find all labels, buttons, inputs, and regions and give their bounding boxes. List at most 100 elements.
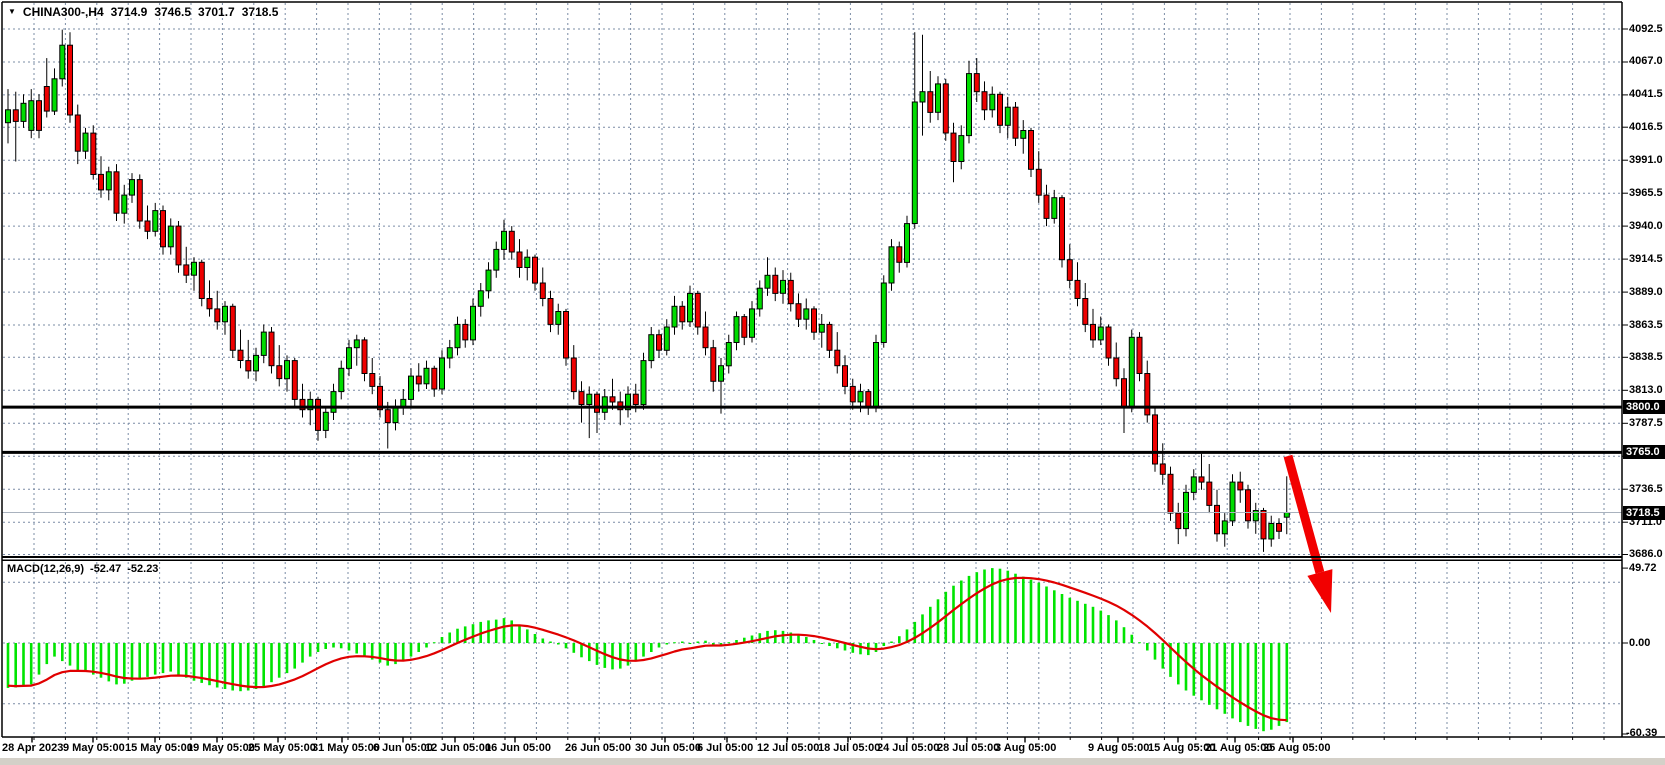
macd-histogram-bar bbox=[6, 643, 10, 688]
macd-histogram-bar bbox=[805, 637, 808, 643]
candle-body bbox=[656, 334, 662, 351]
candle-body bbox=[888, 246, 895, 284]
candle-body bbox=[609, 396, 616, 403]
chart-title: ▼ CHINA300-,H4 3714.9 3746.5 3701.7 3718… bbox=[8, 5, 278, 19]
time-axis-label: 24 Jul 05:00 bbox=[877, 742, 940, 754]
macd-histogram-bar bbox=[991, 568, 994, 643]
macd-indicator-label: MACD(12,26,9) -52.47 -52.23 bbox=[7, 563, 158, 575]
candle-body bbox=[1082, 298, 1089, 325]
macd-histogram-bar bbox=[277, 643, 281, 678]
macd-histogram-bar bbox=[510, 620, 513, 643]
macd-histogram-bar bbox=[1215, 643, 1219, 710]
candle-body bbox=[1198, 476, 1205, 483]
time-axis-label: 9 May 05:00 bbox=[63, 742, 125, 754]
time-axis-label: 21 Aug 05:00 bbox=[1205, 742, 1273, 754]
candle-body bbox=[408, 375, 414, 400]
macd-histogram-bar bbox=[1053, 590, 1056, 643]
macd-histogram-bar bbox=[14, 643, 17, 688]
macd-main-value: -52.47 bbox=[90, 563, 122, 575]
candle-body bbox=[1237, 481, 1244, 491]
candle-body bbox=[981, 91, 988, 111]
candle-body bbox=[105, 171, 112, 191]
candle-body bbox=[245, 360, 252, 372]
macd-histogram-bar bbox=[479, 621, 482, 643]
time-axis-label: 6 Jul 05:00 bbox=[697, 742, 754, 754]
macd-histogram-bar bbox=[130, 643, 134, 681]
macd-histogram-bar bbox=[1153, 643, 1157, 660]
candle-body bbox=[648, 334, 655, 362]
macd-histogram-bar bbox=[1091, 606, 1095, 643]
macd-histogram-bar bbox=[45, 643, 49, 665]
price-tick-label: 4016.5 bbox=[1629, 120, 1663, 133]
candle-body bbox=[160, 210, 166, 248]
candle-body bbox=[586, 393, 593, 406]
macd-histogram-bar bbox=[595, 643, 599, 665]
macd-histogram-bar bbox=[1254, 643, 1258, 729]
candle-body bbox=[508, 230, 515, 253]
macd-histogram-bar bbox=[1138, 642, 1141, 644]
macd-histogram-bar bbox=[1169, 643, 1172, 677]
macd-histogram-bar bbox=[115, 643, 118, 685]
candle-body bbox=[477, 290, 484, 307]
macd-histogram-bar bbox=[1122, 627, 1126, 643]
macd-histogram-bar bbox=[1161, 643, 1165, 669]
candle-body bbox=[12, 109, 19, 122]
macd-histogram-bar bbox=[843, 643, 847, 651]
macd-signal-value: -52.23 bbox=[127, 563, 159, 575]
candle-body bbox=[725, 342, 732, 367]
level-price-badge: 3765.0 bbox=[1623, 445, 1665, 460]
macd-histogram-bar bbox=[448, 632, 451, 643]
macd-histogram-bar bbox=[107, 643, 111, 682]
candle-body bbox=[741, 316, 748, 338]
macd-histogram-bar bbox=[704, 640, 707, 643]
macd-histogram-bar bbox=[138, 643, 141, 680]
panel-divider[interactable] bbox=[2, 556, 1622, 558]
candle-body bbox=[787, 279, 794, 305]
macd-histogram-bar bbox=[836, 643, 839, 649]
macd-histogram-bar bbox=[1045, 586, 1048, 643]
macd-histogram-bar bbox=[37, 643, 41, 675]
candle-body bbox=[718, 365, 724, 382]
macd-histogram-bar bbox=[254, 643, 258, 689]
macd-histogram-bar bbox=[262, 643, 265, 687]
candle-body bbox=[1105, 326, 1112, 359]
candle-body bbox=[167, 225, 174, 248]
candle-body bbox=[493, 248, 500, 271]
symbol-dropdown-icon[interactable]: ▼ bbox=[8, 7, 16, 16]
price-tick-label: 3863.5 bbox=[1629, 318, 1663, 331]
candle-body bbox=[733, 316, 740, 344]
candle-body bbox=[958, 135, 965, 163]
candle-body bbox=[1028, 130, 1034, 170]
candle-body bbox=[82, 132, 89, 152]
macd-histogram-bar bbox=[339, 643, 343, 649]
macd-histogram-bar bbox=[905, 629, 909, 643]
candle-body bbox=[857, 391, 864, 403]
candle-body bbox=[229, 305, 236, 351]
macd-histogram-bar bbox=[456, 628, 459, 643]
macd-histogram-bar bbox=[425, 643, 428, 648]
candle-body bbox=[966, 73, 972, 137]
trend-arrow[interactable] bbox=[1283, 454, 1333, 613]
candle-body bbox=[679, 305, 686, 323]
candle-body bbox=[1097, 326, 1104, 341]
macd-histogram-bar bbox=[324, 643, 327, 649]
macd-histogram-bar bbox=[146, 643, 149, 677]
macd-histogram-bar bbox=[1231, 643, 1234, 719]
macd-histogram-bar bbox=[231, 643, 234, 691]
candle-body bbox=[702, 326, 709, 349]
candle-body bbox=[253, 354, 259, 372]
macd-histogram-bar bbox=[1115, 620, 1118, 643]
time-axis-label: 16 Jun 05:00 bbox=[485, 742, 552, 754]
title-open-value: 3714.9 bbox=[110, 5, 148, 19]
time-axis-label: 30 Jun 05:00 bbox=[635, 742, 702, 754]
macd-histogram-bar bbox=[650, 643, 653, 652]
candle-body bbox=[20, 102, 27, 122]
time-axis-label: 6 Jun 05:00 bbox=[373, 742, 433, 754]
macd-histogram-bar bbox=[580, 643, 583, 658]
macd-name: MACD(12,26,9) bbox=[7, 563, 85, 575]
candle-body bbox=[446, 347, 453, 359]
candle-body bbox=[454, 323, 461, 349]
macd-histogram-bar bbox=[526, 629, 529, 643]
macd-histogram-bar bbox=[153, 643, 157, 675]
